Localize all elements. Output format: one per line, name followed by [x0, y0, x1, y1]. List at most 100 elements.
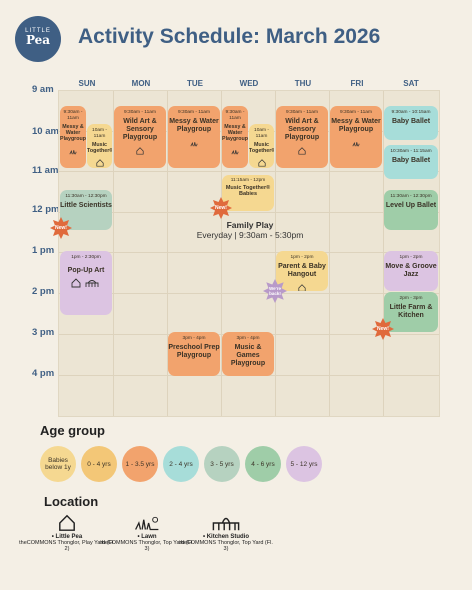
location-name: • Kitchen Studio [202, 534, 250, 540]
family-play-title: Family Play [226, 220, 274, 230]
event-sat-level-up-ballet[interactable]: 11:30am - 12:30pm Level Up Ballet [384, 190, 438, 230]
age-chip-0-4: 0 - 4 yrs [81, 446, 117, 482]
event-thu-wild-art[interactable]: 9:30am - 11am Wild Art & Sensory Playgro… [276, 106, 328, 168]
event-sun-messy-water[interactable]: 9:30am - 11am Messy & Water Playgroup [60, 106, 86, 168]
page-title: Activity Schedule: March 2026 [78, 25, 381, 48]
grid-line [59, 252, 439, 253]
location-name: • Little Pea [51, 534, 83, 540]
location-lawn: • Lawn theCOMMONS Thonglor, Top Yard (Fl… [97, 514, 197, 552]
new-badge: New! [210, 197, 232, 219]
age-chip-4-6: 4 - 6 yrs [245, 446, 281, 482]
lawn-icon [135, 516, 159, 531]
event-time: 10am - 11am [92, 128, 107, 139]
house-icon [257, 159, 266, 167]
event-sat-little-farm[interactable]: 2pm - 3pm Little Farm & Kitchen [384, 292, 438, 332]
event-name: Messy & Water Playgroup [60, 124, 86, 142]
event-time: 9:30am - 11am [340, 110, 372, 115]
event-name: Wild Art & Sensory Playgroup [284, 118, 320, 141]
time-label: 4 pm [32, 368, 55, 379]
family-play-hours: Everyday | 9:30am - 5:30pm [196, 230, 304, 240]
location-heading: Location [44, 494, 99, 509]
grid-line [113, 91, 114, 416]
age-chip-3-5: 3 - 5 yrs [204, 446, 240, 482]
event-tue-messy-water[interactable]: 9:30am - 11am Messy & Water Playgroup [168, 106, 220, 168]
age-chip-2-4: 2 - 4 yrs [163, 446, 199, 482]
event-name: Wild Art & Sensory Playgroup [122, 118, 158, 141]
event-sun-pop-up-art[interactable]: 1pm - 2:30pm Pop-Up Art [60, 251, 112, 315]
day-header-sat: SAT [403, 79, 419, 88]
event-time: 1pm - 2pm [290, 255, 314, 260]
event-wed-messy-water[interactable]: 9:30am - 11am Messy & Water Playgroup [222, 106, 248, 168]
event-name: Little Farm & Kitchen [389, 304, 433, 319]
event-time: 9:30am - 11am [178, 110, 210, 115]
age-chip-1-3-5: 1 - 3.5 yrs [122, 446, 158, 482]
event-name: Baby Ballet [391, 157, 431, 164]
new-badge: New! [372, 318, 394, 340]
event-name: Messy & Water Playgroup [331, 118, 381, 133]
event-time: 11:15am - 12pm [230, 178, 266, 183]
house-icon [136, 147, 144, 155]
location-little-pea: • Little Pea theCOMMONS Thonglor, Play Y… [17, 514, 117, 552]
were-back-badge: We're back! [263, 279, 287, 303]
event-name: Preschool Prep Playgroup [168, 344, 220, 359]
grid-line [383, 91, 384, 416]
event-sun-music-together[interactable]: 10am - 11am Music Together® [87, 124, 112, 168]
event-time: 3pm - 4pm [236, 336, 260, 341]
event-wed-music-games[interactable]: 3pm - 4pm Music & Games Playgroup [222, 332, 274, 376]
event-wed-music-babies[interactable]: 11:15am - 12pm Music Together® Babies [222, 175, 274, 211]
time-label: 9 am [32, 84, 54, 95]
lawn-icon [190, 141, 198, 147]
event-time: 9:30am - 11am [124, 110, 156, 115]
new-badge: New! [50, 217, 72, 239]
day-header-mon: MON [131, 79, 151, 88]
location-detail: theCOMMONS Thonglor, Top Yard (Fl. 3) [179, 540, 273, 552]
event-name: Little Scientists [60, 202, 112, 209]
event-wed-music-together[interactable]: 10am - 11am Music Together® [249, 124, 274, 168]
event-tue-preschool-prep[interactable]: 3pm - 4pm Preschool Prep Playgroup [168, 332, 220, 376]
lawn-icon [69, 149, 77, 155]
age-chip-babies: Babies below 1y [40, 446, 76, 482]
event-name: Baby Ballet [391, 118, 431, 125]
day-header-tue: TUE [187, 79, 203, 88]
event-sat-baby-ballet-1[interactable]: 9:30am - 10:15am Baby Ballet [384, 106, 438, 140]
location-kitchen-studio: • Kitchen Studio theCOMMONS Thonglor, To… [176, 514, 276, 552]
event-time: 1pm - 2:30pm [71, 255, 101, 260]
event-sat-baby-ballet-2[interactable]: 10:30am - 11:15am Baby Ballet [384, 145, 438, 179]
event-sun-little-scientists[interactable]: 11:30am - 12:30pm Little Scientists [60, 190, 112, 230]
event-name: Move & Groove Jazz [385, 263, 437, 278]
event-fri-messy-water[interactable]: 9:30am - 11am Messy & Water Playgroup [330, 106, 382, 168]
event-time: 9:30am - 11am [63, 110, 83, 121]
event-name: Music Together® Babies [225, 185, 271, 197]
event-time: 9:30am - 10:15am [391, 110, 431, 115]
event-name: Messy & Water Playgroup [169, 118, 219, 133]
event-time: 10:30am - 11:15am [390, 149, 432, 154]
event-mon-wild-art[interactable]: 9:30am - 11am Wild Art & Sensory Playgro… [114, 106, 166, 168]
grid-line [221, 91, 222, 416]
time-label: 10 am [32, 126, 59, 137]
kitchen-studio-icon [212, 517, 240, 531]
house-icon [298, 147, 306, 155]
time-label: 12 pm [32, 204, 60, 215]
event-time: 10am - 11am [254, 128, 269, 139]
event-time: 9:30am - 11am [286, 110, 318, 115]
family-play-note: Family Play Everyday | 9:30am - 5:30pm [170, 220, 330, 240]
location-detail: theCOMMONS Thonglor, Top Yard (Fl. 3) [100, 540, 194, 552]
event-time: 9:30am - 11am [225, 110, 245, 121]
event-time: 2pm - 3pm [399, 296, 423, 301]
grid-line [59, 171, 439, 172]
event-name: Pop-Up Art [67, 267, 105, 274]
house-icon [59, 514, 75, 531]
logo-main-text: Pea [25, 33, 51, 47]
house-icon [298, 284, 306, 291]
event-time: 11:30am - 12:30pm [65, 194, 107, 199]
event-time: 1pm - 2pm [399, 255, 423, 260]
event-thu-parent-baby-hangout[interactable]: 1pm - 2pm Parent & Baby Hangout [276, 251, 328, 291]
location-detail: theCOMMONS Thonglor, Play Yard (Fl. 2) [19, 540, 115, 552]
little-pea-logo: LITTLE Pea [15, 16, 61, 62]
time-label: 1 pm [32, 245, 55, 256]
grid-line [59, 212, 439, 213]
day-header-sun: SUN [78, 79, 96, 88]
event-sat-move-groove[interactable]: 1pm - 2pm Move & Groove Jazz [384, 251, 438, 291]
event-time: 3pm - 4pm [182, 336, 206, 341]
time-label: 11 am [32, 165, 59, 176]
